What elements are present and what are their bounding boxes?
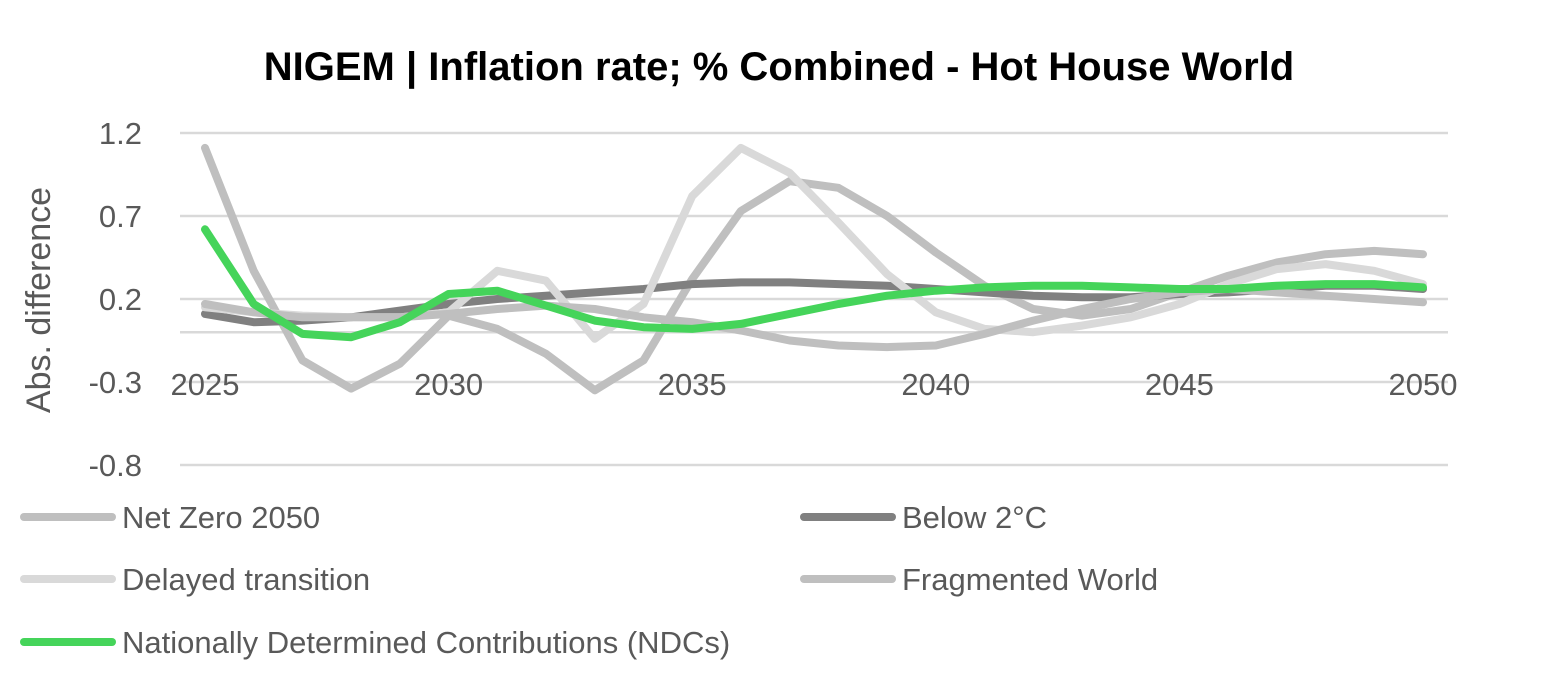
legend-label: Nationally Determined Contributions (NDC… — [122, 625, 730, 660]
legend-item: Below 2°C — [800, 500, 1047, 535]
x-axis-ticks: 2025 2030 2035 2040 2045 2050 — [171, 367, 1458, 402]
y-tick-label: 0.7 — [99, 199, 142, 234]
x-tick-label: 2040 — [901, 367, 970, 402]
gridlines — [180, 131, 1448, 467]
series-line-3 — [201, 285, 1427, 352]
y-tick-label: 0.2 — [99, 282, 142, 317]
legend-item: Net Zero 2050 — [20, 500, 320, 535]
legend-label: Net Zero 2050 — [122, 500, 320, 535]
legend-label: Delayed transition — [122, 562, 370, 597]
x-tick-label: 2025 — [171, 367, 240, 402]
chart-title: NIGEM | Inflation rate; % Combined - Hot… — [264, 45, 1294, 89]
legend-item: Fragmented World — [800, 562, 1158, 597]
y-tick-label: -0.8 — [89, 448, 142, 483]
series-line-4 — [201, 225, 1427, 342]
series-lines — [201, 143, 1427, 395]
x-tick-label: 2050 — [1389, 367, 1458, 402]
x-tick-label: 2045 — [1145, 367, 1214, 402]
legend-label: Fragmented World — [902, 562, 1158, 597]
y-axis-label: Abs. difference — [20, 187, 58, 413]
legend: Net Zero 2050 Below 2°C Delayed transition… — [20, 500, 1158, 660]
series-line-0 — [201, 143, 1427, 395]
y-tick-label: 1.2 — [99, 116, 142, 151]
legend-label: Below 2°C — [902, 500, 1047, 535]
legend-item: Delayed transition — [20, 562, 370, 597]
x-tick-label: 2035 — [658, 367, 727, 402]
x-tick-label: 2030 — [414, 367, 483, 402]
y-tick-label: -0.3 — [89, 365, 142, 400]
legend-item: Nationally Determined Contributions (NDC… — [20, 625, 730, 660]
y-axis-ticks: 1.2 0.7 0.2 -0.3 -0.8 — [89, 116, 142, 483]
